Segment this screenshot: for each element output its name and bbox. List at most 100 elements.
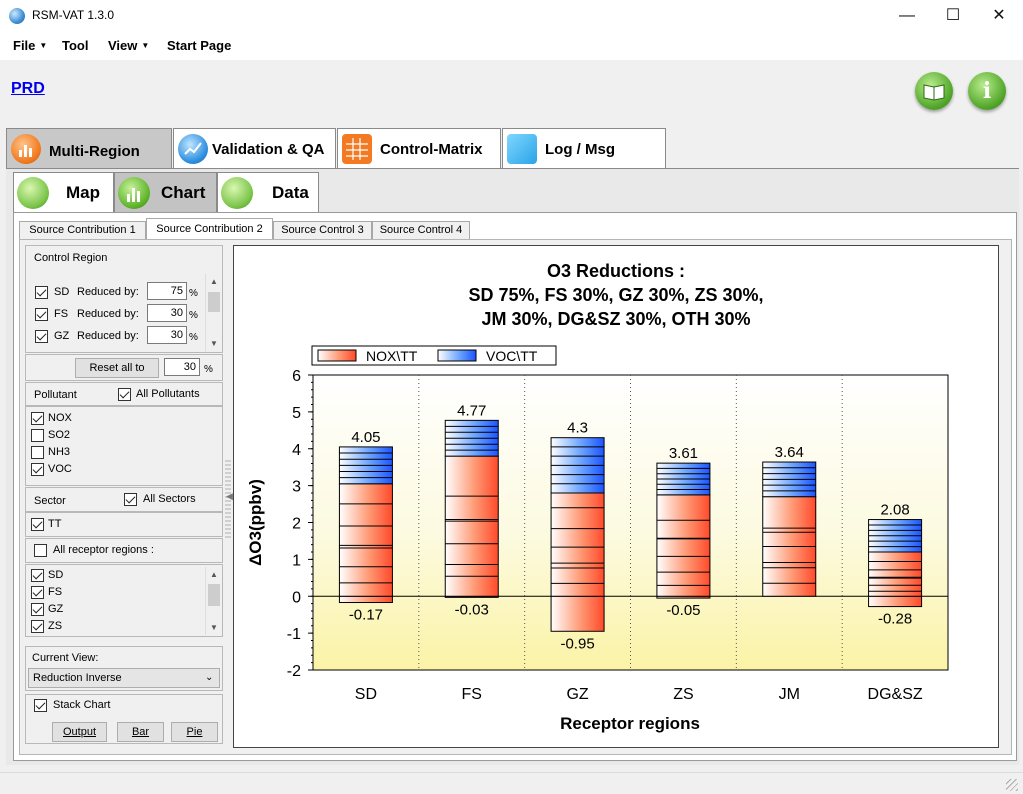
sd-reduction-input[interactable]: 75 — [147, 282, 187, 300]
bar-negative-label: -0.28 — [878, 611, 912, 628]
sector-header: Sector All Sectors — [25, 487, 223, 512]
tab-label: Log / Msg — [545, 141, 615, 158]
control-region-group: Control Region SD Reduced by: 75 % FS Re… — [25, 245, 223, 353]
chart-options: Stack Chart Output Bar Pie — [25, 694, 223, 744]
control-fs-checkbox[interactable] — [35, 308, 48, 321]
pollutant-list: NOX SO2 NH3 VOC — [25, 406, 223, 486]
scroll-down-icon[interactable]: ▼ — [210, 339, 218, 348]
pollutant-nox-checkbox[interactable] — [31, 412, 44, 425]
all-sectors-label: All Sectors — [143, 493, 196, 505]
book-icon[interactable] — [915, 72, 953, 110]
receptor-gz-checkbox[interactable] — [31, 603, 44, 616]
tab-source-contribution-2[interactable]: Source Contribution 2 — [146, 218, 273, 240]
bar-chart-icon — [118, 177, 150, 209]
pollutant-voc-checkbox[interactable] — [31, 463, 44, 476]
pollutant-so2-checkbox[interactable] — [31, 429, 44, 442]
receptor-fs-checkbox[interactable] — [31, 586, 44, 599]
receptor-scrollbar[interactable]: ▲ ▼ — [205, 567, 222, 635]
reset-all-button[interactable]: Reset all to — [75, 358, 159, 378]
menu-view[interactable]: View ▼ — [108, 38, 150, 53]
tab-source-control-4[interactable]: Source Control 4 — [372, 221, 470, 239]
y-tick-label: -1 — [287, 626, 301, 643]
bar-total-label: 4.3 — [567, 420, 588, 437]
tab-multi-region[interactable]: Multi-Region — [6, 128, 172, 169]
bar-total-label: 4.05 — [351, 429, 380, 446]
percent-unit: % — [189, 288, 198, 299]
y-tick-label: 4 — [292, 442, 301, 459]
bar-button[interactable]: Bar — [117, 722, 164, 742]
pollutant-nh3-checkbox[interactable] — [31, 446, 44, 459]
tab-log-msg[interactable]: Log / Msg — [502, 128, 666, 168]
tab-validation-qa[interactable]: Validation & QA — [173, 128, 336, 168]
tab-chart[interactable]: Chart — [114, 172, 217, 213]
receptor-label: ZS — [48, 620, 63, 632]
prd-link[interactable]: PRD — [11, 80, 45, 97]
output-button[interactable]: Output — [52, 722, 107, 742]
pie-button[interactable]: Pie — [171, 722, 218, 742]
scroll-up-icon[interactable]: ▲ — [210, 277, 218, 286]
receptor-list: SD FS GZ ZS ▲ ▼ — [25, 564, 223, 637]
legend-box — [311, 345, 557, 366]
scroll-thumb[interactable] — [208, 292, 220, 312]
menu-file[interactable]: File ▼ — [13, 38, 48, 53]
tab-control-matrix[interactable]: Control-Matrix — [337, 128, 501, 168]
x-tick-label: GZ — [566, 686, 588, 703]
tab-label: Chart — [161, 183, 206, 202]
scroll-down-icon[interactable]: ▼ — [210, 623, 218, 632]
stack-chart-checkbox[interactable] — [34, 699, 47, 712]
gz-reduction-input[interactable]: 30 — [147, 326, 187, 344]
info-icon[interactable]: i — [968, 72, 1006, 110]
control-gz-checkbox[interactable] — [35, 330, 48, 343]
y-tick-label: 5 — [292, 405, 301, 422]
control-sd-checkbox[interactable] — [35, 286, 48, 299]
all-pollutants-checkbox[interactable] — [118, 388, 131, 401]
fs-reduction-input[interactable]: 30 — [147, 304, 187, 322]
bar-negative-label: -0.03 — [455, 601, 489, 618]
scroll-up-icon[interactable]: ▲ — [210, 570, 218, 579]
splitter-grip[interactable] — [225, 460, 231, 540]
current-view-select[interactable]: Reduction Inverse ⌄ — [28, 668, 220, 688]
tab-data[interactable]: Data — [217, 172, 319, 213]
pollutant-label: VOC — [48, 463, 72, 475]
legend-swatch-nox — [317, 349, 357, 362]
y-tick-label: 3 — [292, 479, 301, 496]
control-region-scrollbar[interactable]: ▲ ▼ — [205, 274, 222, 352]
bar-negative-label: -0.05 — [666, 602, 700, 619]
percent-unit: % — [189, 332, 198, 343]
document-icon — [221, 177, 253, 209]
sector-tt-checkbox[interactable] — [31, 518, 44, 531]
bar-total-label: 3.61 — [669, 445, 698, 462]
all-receptor-regions-checkbox[interactable] — [34, 544, 47, 557]
chart-frame: O3 Reductions : SD 75%, FS 30%, GZ 30%, Z… — [233, 245, 999, 748]
receptor-sd-checkbox[interactable] — [31, 569, 44, 582]
collapse-arrow-icon[interactable]: ◀ — [226, 491, 233, 501]
menu-start-page[interactable]: Start Page — [167, 38, 232, 53]
scroll-thumb[interactable] — [208, 584, 220, 606]
bar-total-label: 4.77 — [457, 402, 486, 419]
tab-map[interactable]: Map — [13, 172, 114, 213]
close-button[interactable]: ✕ — [992, 7, 1006, 24]
all-sectors-checkbox[interactable] — [124, 493, 137, 506]
pollutant-label: SO2 — [48, 429, 71, 441]
maximize-button[interactable]: ☐ — [945, 7, 961, 24]
tab-source-contribution-1[interactable]: Source Contribution 1 — [19, 221, 146, 239]
pollutant-title: Pollutant — [34, 389, 77, 401]
reset-value-input[interactable]: 30 — [164, 358, 200, 376]
percent-unit: % — [189, 310, 198, 321]
current-view-label: Current View: — [32, 652, 99, 664]
x-tick-label: ZS — [673, 686, 693, 703]
globe-icon — [9, 8, 25, 24]
tab-source-control-3[interactable]: Source Control 3 — [273, 221, 372, 239]
chart-svg: O3 Reductions : SD 75%, FS 30%, GZ 30%, Z… — [246, 261, 949, 733]
chevron-down-icon: ⌄ — [205, 672, 214, 683]
bar-chart-icon — [11, 134, 41, 164]
bar-nox-segment — [338, 483, 393, 597]
menu-tool[interactable]: Tool — [62, 38, 89, 53]
resize-grip-icon[interactable] — [1006, 779, 1018, 791]
all-pollutants-label: All Pollutants — [136, 388, 200, 400]
reduced-by-label: Reduced by: — [77, 308, 139, 320]
minimize-button[interactable]: — — [899, 7, 915, 24]
receptor-zs-checkbox[interactable] — [31, 620, 44, 633]
tab-label: Control-Matrix — [380, 141, 483, 158]
x-axis-label: Receptor regions — [560, 714, 700, 733]
